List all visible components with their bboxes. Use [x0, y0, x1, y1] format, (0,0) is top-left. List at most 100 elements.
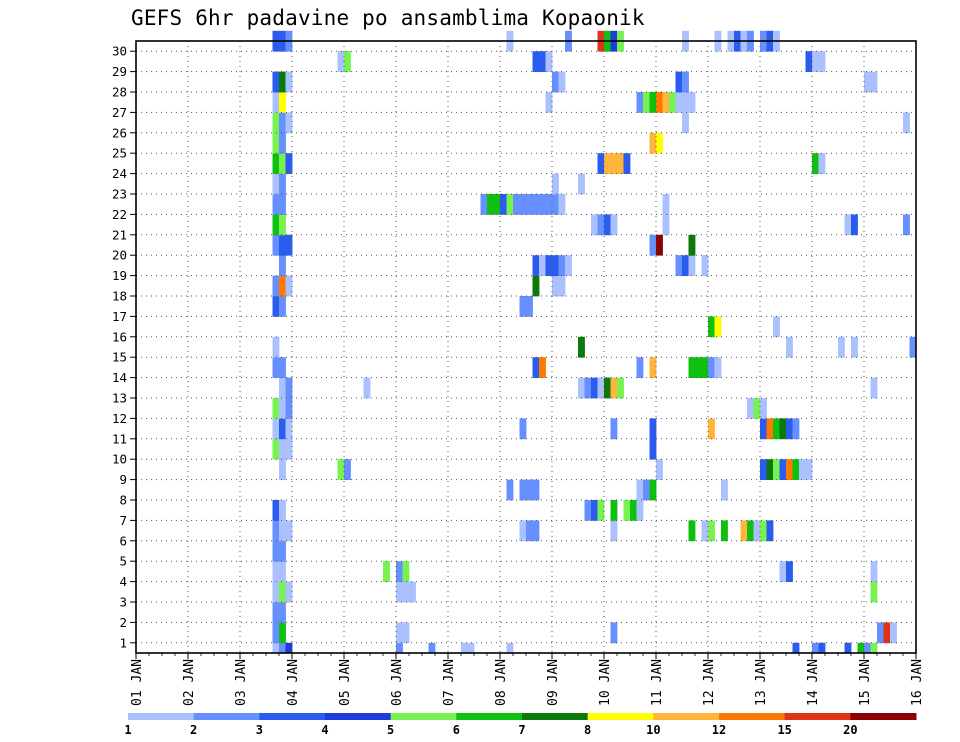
- chart-title: GEFS 6hr padavine po ansamblima Kopaonik: [131, 6, 645, 30]
- heatmap-cell: [805, 51, 813, 72]
- heatmap-cell: [532, 194, 540, 215]
- heatmap-cell: [279, 132, 286, 154]
- heatmap-cell: [597, 500, 605, 521]
- heatmap-cell: [506, 194, 514, 215]
- colorbar-label: 12: [712, 723, 726, 737]
- heatmap-cell: [786, 561, 793, 582]
- heatmap-cell: [279, 153, 286, 174]
- heatmap-cell: [818, 642, 826, 654]
- x-tick-label: 16 JAN: [910, 659, 925, 706]
- heatmap-cell: [285, 112, 293, 134]
- heatmap-cell: [610, 520, 618, 542]
- heatmap-cell: [545, 51, 553, 72]
- heatmap-cell: [272, 173, 280, 195]
- x-tick-label: 05 JAN: [338, 659, 353, 706]
- heatmap-cell: [610, 418, 618, 440]
- heatmap-cell: [604, 377, 611, 399]
- y-tick-label: 19: [112, 268, 127, 283]
- heatmap-cell: [604, 153, 611, 174]
- x-tick-label: 04 JAN: [286, 659, 301, 706]
- heatmap-cell: [669, 92, 676, 113]
- heatmap-cell: [753, 520, 761, 542]
- colorbar-label: 1: [124, 723, 131, 737]
- heatmap-cell: [279, 234, 286, 256]
- heatmap-cell: [526, 194, 533, 215]
- y-tick-label: 23: [112, 187, 127, 202]
- heatmap-cell: [610, 622, 618, 644]
- heatmap-cell: [792, 418, 800, 440]
- heatmap-cell: [773, 418, 780, 440]
- heatmap-cell: [467, 642, 475, 654]
- heatmap-cell: [760, 459, 767, 480]
- heatmap-cell: [708, 316, 715, 338]
- colorbar-swatch: [259, 713, 326, 720]
- heatmap-cell: [506, 642, 514, 654]
- heatmap-cell: [701, 520, 709, 542]
- heatmap-cell: [279, 602, 286, 623]
- heatmap-cell: [675, 255, 683, 276]
- heatmap-cell: [285, 398, 293, 419]
- heatmap-cell: [279, 92, 286, 113]
- colorbar-swatch: [325, 713, 392, 720]
- y-tick-label: 3: [119, 595, 127, 610]
- heatmap-cell: [851, 214, 858, 236]
- heatmap-cell: [272, 438, 280, 460]
- heatmap-cell: [285, 377, 293, 399]
- heatmap-cell: [279, 357, 286, 378]
- heatmap-cell: [760, 398, 767, 419]
- y-tick-label: 5: [119, 554, 127, 569]
- heatmap-cell: [708, 520, 715, 542]
- y-tick-label: 11: [112, 431, 127, 446]
- heatmap-cell: [487, 194, 494, 215]
- heatmap-cell: [272, 194, 280, 215]
- colorbar-swatch: [128, 713, 195, 720]
- heatmap-cell: [753, 398, 761, 419]
- heatmap-cell: [870, 71, 878, 93]
- y-tick-label: 17: [112, 309, 127, 324]
- y-tick-label: 10: [112, 452, 127, 467]
- colorbar-swatch: [193, 713, 260, 720]
- heatmap-cell: [688, 520, 696, 542]
- y-tick-label: 9: [119, 472, 127, 487]
- heatmap-cell: [617, 153, 624, 174]
- heatmap-cell: [279, 112, 286, 134]
- heatmap-cell: [903, 112, 910, 134]
- y-tick-label: 28: [112, 85, 127, 100]
- heatmap-cell: [623, 153, 631, 174]
- heatmap-cell: [272, 418, 280, 440]
- heatmap-cell: [519, 194, 527, 215]
- heatmap-cell: [272, 92, 280, 113]
- heatmap-cell: [578, 173, 585, 195]
- heatmap-cell: [428, 642, 436, 654]
- heatmap-cell: [344, 459, 351, 480]
- heatmap-cell: [675, 71, 683, 93]
- heatmap-cell: [532, 479, 540, 501]
- heatmap-cell: [721, 479, 728, 501]
- x-tick-label: 14 JAN: [806, 659, 821, 706]
- heatmap-cell: [272, 642, 280, 654]
- heatmap-cell: [610, 500, 618, 521]
- heatmap-cell: [285, 418, 293, 440]
- heatmap-cell: [870, 377, 878, 399]
- heatmap-cell: [812, 642, 819, 654]
- heatmap-cell: [279, 275, 286, 297]
- x-tick-label: 08 JAN: [494, 659, 509, 706]
- heatmap-cell: [643, 479, 650, 501]
- heatmap-cell: [890, 622, 897, 644]
- heatmap-cell: [688, 357, 696, 378]
- heatmap-cell: [792, 642, 800, 654]
- heatmap-cell: [591, 377, 598, 399]
- heatmap-cell: [279, 561, 286, 582]
- heatmap-cell: [584, 500, 592, 521]
- heatmap-cell: [844, 642, 852, 654]
- heatmap-cell: [721, 520, 728, 542]
- heatmap-cell: [812, 153, 819, 174]
- heatmap-cell: [623, 500, 631, 521]
- y-tick-label: 24: [112, 166, 127, 181]
- heatmap-cell: [480, 194, 488, 215]
- heatmap-cell: [552, 255, 559, 276]
- heatmap-cell: [617, 377, 624, 399]
- heatmap-cell: [383, 561, 390, 582]
- heatmap-cell: [857, 642, 865, 654]
- y-tick-label: 15: [112, 350, 127, 365]
